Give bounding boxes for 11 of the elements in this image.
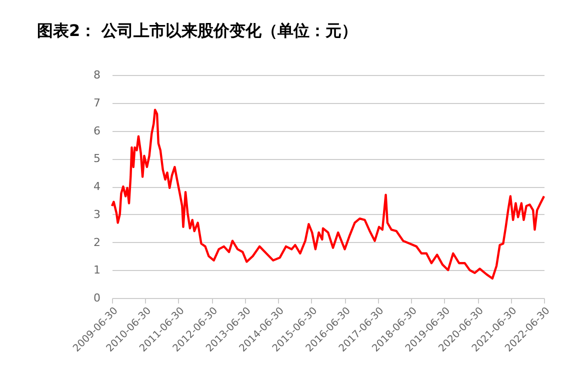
y-tick-label: 1 xyxy=(94,264,100,277)
y-tick-label: 0 xyxy=(94,292,100,304)
chart-title: 图表2： 公司上市以来股价变化（单位：元） xyxy=(37,21,358,40)
y-tick-label: 5 xyxy=(94,152,100,166)
y-tick-label: 8 xyxy=(94,68,100,82)
y-tick-label: 4 xyxy=(94,180,100,193)
y-tick-label: 7 xyxy=(94,96,100,110)
y-tick-label: 3 xyxy=(94,208,100,221)
y-tick-label: 6 xyxy=(94,124,100,138)
line-series xyxy=(110,108,546,280)
y-tick-label: 2 xyxy=(94,236,100,249)
